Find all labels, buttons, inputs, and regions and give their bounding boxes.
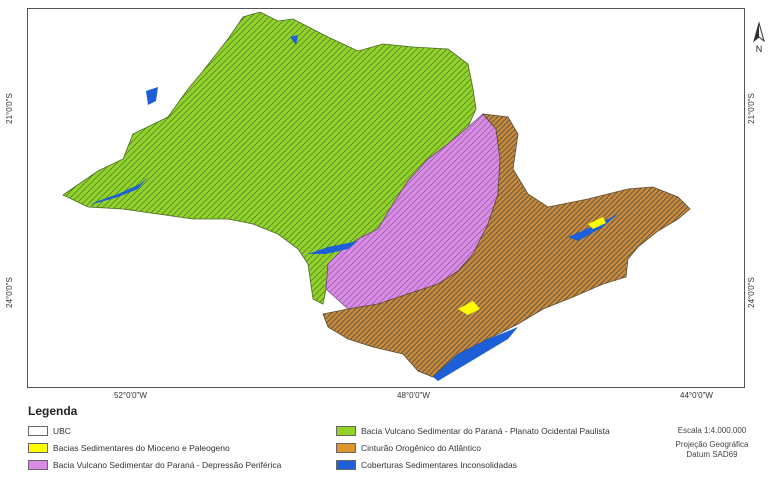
legend-swatch <box>336 460 356 470</box>
legend-label: Bacia Vulcano Sedimentar do Paraná - Pla… <box>361 426 610 436</box>
tick-left-1: 21°0'0"S <box>4 93 14 124</box>
region-coberturas-river-1 <box>90 177 148 205</box>
region-coberturas-coast <box>433 327 518 381</box>
map-frame: N <box>27 8 765 388</box>
projection-text: Projeção Geográfica <box>675 440 749 449</box>
legend-swatch <box>28 460 48 470</box>
region-coberturas-river-4 <box>290 35 298 45</box>
legend-label: Bacias Sedimentares do Mioceno e Paleoge… <box>53 443 230 453</box>
region-coberturas-river-3 <box>146 87 158 105</box>
legend-label: Cinturão Orogênico do Atlântico <box>361 443 482 453</box>
region-cinturao-orogenico <box>322 113 691 378</box>
tick-bottom-3: 44°0'0"W <box>680 391 713 400</box>
legend-item-planalto-ocidental: Bacia Vulcano Sedimentar do Paraná - Pla… <box>336 426 610 436</box>
scale-text: Escala 1:4.000.000 <box>677 426 747 435</box>
datum-text: Datum SAD69 <box>686 450 738 459</box>
legend-item-bacias-mioceno: Bacias Sedimentares do Mioceno e Paleoge… <box>28 443 230 453</box>
legend-item-coberturas: Coberturas Sedimentares Inconsolidadas <box>336 460 517 470</box>
legend-swatch <box>28 426 48 436</box>
tick-right-1: 21°0'0"S <box>746 93 756 124</box>
region-bacias-mioceno-1 <box>458 301 480 315</box>
legend-item-depressao-periferica: Bacia Vulcano Sedimentar do Paraná - Dep… <box>28 460 281 470</box>
legend-label: Coberturas Sedimentares Inconsolidadas <box>361 460 517 470</box>
legend-swatch <box>336 443 356 453</box>
legend-swatch <box>336 426 356 436</box>
tick-bottom-2: 48°0'0"W <box>397 391 430 400</box>
scale-info: Escala 1:4.000.000 Projeção Geográfica D… <box>660 426 764 460</box>
tick-right-2: 24°0'0"S <box>746 277 756 308</box>
legend-label: Bacia Vulcano Sedimentar do Paraná - Dep… <box>53 460 282 470</box>
region-bacias-mioceno-2 <box>588 217 606 229</box>
legend-swatch <box>28 443 48 453</box>
legend-title: Legenda <box>28 404 78 418</box>
north-label: N <box>756 44 763 54</box>
north-arrow-icon: N <box>753 21 765 54</box>
legend-label: UBC <box>53 426 71 436</box>
legend-item-ubc: UBC <box>28 426 71 436</box>
tick-bottom-1: 52°0'0"W <box>114 391 147 400</box>
region-coberturas-river-2 <box>308 241 358 254</box>
state-map <box>62 11 691 381</box>
tick-left-2: 24°0'0"S <box>4 277 14 308</box>
legend-item-cinturao-orogenico: Cinturão Orogênico do Atlântico <box>336 443 481 453</box>
